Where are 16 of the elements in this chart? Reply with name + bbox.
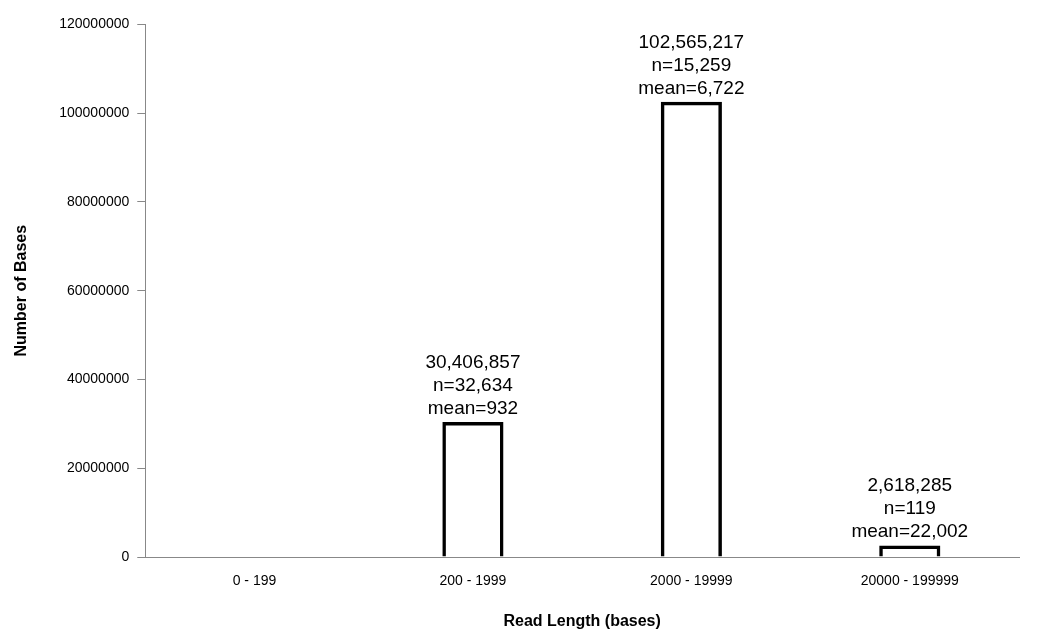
data-label: 102,565,217 n=15,259 mean=6,722 xyxy=(638,30,745,98)
data-label: 30,406,857 n=32,634 mean=932 xyxy=(425,351,521,419)
y-tick-label: 20000000 xyxy=(66,459,130,476)
x-tick-label: 200 - 1999 xyxy=(439,572,507,589)
y-tick-label: 60000000 xyxy=(66,281,130,298)
x-tick-label: 2000 - 19999 xyxy=(650,572,733,589)
x-tick-label: 0 - 199 xyxy=(232,572,277,589)
y-tick-label: 40000000 xyxy=(66,370,130,387)
y-tick-label: 100000000 xyxy=(59,104,130,121)
y-tick-label: 0 xyxy=(121,547,130,564)
x-axis-title: Read Length (bases) xyxy=(503,611,661,629)
x-tick-label: 20000 - 199999 xyxy=(860,572,960,589)
y-axis-title: Number of Bases xyxy=(12,224,30,357)
y-tick-label: 120000000 xyxy=(59,15,130,32)
y-tick-label: 80000000 xyxy=(66,192,130,209)
data-label: 2,618,285 n=119 mean=22,002 xyxy=(851,474,969,542)
